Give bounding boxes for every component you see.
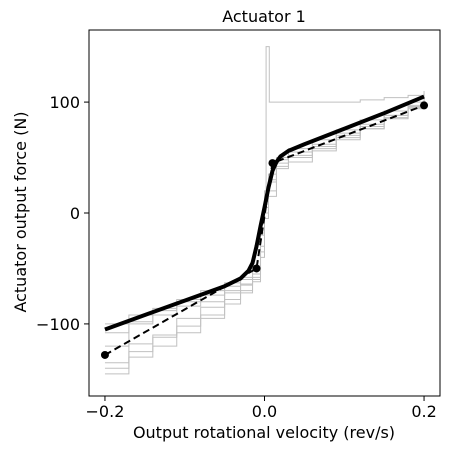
x-tick-label-3: 0.2 xyxy=(411,402,436,421)
x-tick-label-1: −0.2 xyxy=(86,402,125,421)
y-tick-label-2: 0 xyxy=(70,204,80,223)
y-tick-label-1: −100 xyxy=(36,315,80,334)
axes-layer: −0.2 0.0 0.2 −100 0 100 xyxy=(36,29,441,421)
model-point-4 xyxy=(420,101,429,110)
y-tick-label-3: 100 xyxy=(49,93,80,112)
y-axis-label: Actuator output force (N) xyxy=(11,111,30,312)
x-tick-label-2: 0.0 xyxy=(252,402,277,421)
model-point-2 xyxy=(252,264,261,273)
model-point-3 xyxy=(268,159,277,168)
plot-layer xyxy=(100,46,429,375)
x-axis-label: Output rotational velocity (rev/s) xyxy=(133,423,395,442)
model-point-1 xyxy=(100,350,109,359)
chart-title: Actuator 1 xyxy=(222,7,306,26)
